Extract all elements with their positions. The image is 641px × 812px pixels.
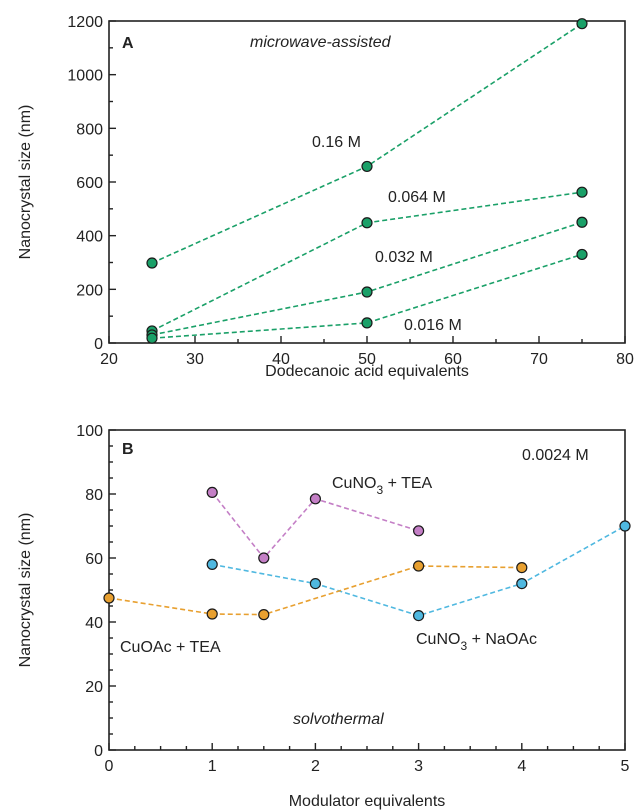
panel-b-ytick-label: 60 <box>85 551 103 568</box>
panel-b-ytick-label: 0 <box>94 743 103 760</box>
panel-b-ytick-label: 100 <box>76 423 103 440</box>
panel-b-ylabel: Nanocrystal size (nm) <box>17 513 34 668</box>
panel-b-data-point <box>413 560 425 572</box>
series-label-cuno3-tea: CuNO3 + TEA <box>332 475 433 497</box>
panel-b-data-point <box>413 525 425 537</box>
panel-a-annotation: microwave-assisted <box>250 34 392 51</box>
panel-b-series <box>103 486 631 622</box>
panel-b-xtick-label: 5 <box>621 758 630 775</box>
panel-b-data-point <box>258 552 270 564</box>
panel-a-data-point <box>576 216 588 228</box>
panel-b-data-point <box>413 609 425 622</box>
series-label-cuno3-naoac: CuNO3 + NaOAc <box>416 631 537 653</box>
panel-b-data-point <box>206 558 218 571</box>
series-label-0.032M: 0.032 M <box>375 249 433 266</box>
panel-b-label: B <box>122 441 134 458</box>
panel-a-xtick-label: 80 <box>616 351 634 368</box>
series-label-cuno3-tea-main: CuNO <box>332 475 376 492</box>
panel-a-xtick-label: 30 <box>186 351 204 368</box>
panel-b-xtick-label: 1 <box>208 758 217 775</box>
series-label-cuoac-tea: CuOAc + TEA <box>120 639 221 656</box>
panel-a-data-point <box>361 217 373 229</box>
panel-a-xtick-label: 70 <box>530 351 548 368</box>
panel-a-xlabel: Dodecanoic acid equivalents <box>265 363 469 380</box>
panel-b-xtick-label: 3 <box>414 758 423 775</box>
panel-b-ytick-label: 40 <box>85 615 103 632</box>
panel-a-data-point <box>361 286 373 298</box>
panel-b-series-line-1 <box>212 525 626 617</box>
panel-b-xtick-label: 0 <box>105 758 114 775</box>
panel-a-ytick-label: 1200 <box>67 14 103 31</box>
series-label-cuno3-naoac-main: CuNO <box>416 631 460 648</box>
panel-a-series <box>146 18 588 344</box>
panel-b-ytick-label: 80 <box>85 487 103 504</box>
panel-b-data-point <box>309 577 321 590</box>
panel-b-data-point <box>619 520 631 532</box>
panel-a-ylabel: Nanocrystal size (nm) <box>17 105 34 260</box>
panel-a-ytick-label: 200 <box>76 282 103 299</box>
panel-a-series-line-1 <box>151 191 583 332</box>
panel-a-label: A <box>122 35 134 52</box>
panel-a-data-point <box>576 248 588 261</box>
series-label-cuno3-naoac-rest: + NaOAc <box>467 631 537 648</box>
panel-b-data-point <box>206 608 218 620</box>
panel-b-data-point <box>309 493 321 505</box>
panel-a-data-point <box>576 18 588 30</box>
series-label-0.064M: 0.064 M <box>388 189 446 206</box>
panel-a-xtick-label: 50 <box>358 351 376 368</box>
panel-a-xtick-label: 40 <box>272 351 290 368</box>
series-label-0.016M: 0.016 M <box>404 317 462 334</box>
panel-b-series-line-2 <box>108 565 522 616</box>
series-label-cuno3-tea-rest: + TEA <box>383 475 432 492</box>
panel-a-data-point <box>146 332 158 344</box>
panel-a-ytick-label: 800 <box>76 121 103 138</box>
panel-b-series-line-0 <box>211 491 419 560</box>
series-label-0.16M: 0.16 M <box>312 134 361 151</box>
panel-b-ticks: 0 1 2 3 4 5 0 20 40 60 80 100 <box>76 423 629 775</box>
panel-b-data-point <box>516 577 528 590</box>
panel-a-xtick-label: 20 <box>100 351 118 368</box>
panel-a-ytick-label: 400 <box>76 229 103 246</box>
panel-a-data-point <box>146 257 158 269</box>
series-label-cuno3-tea-sub: 3 <box>376 483 383 497</box>
panel-a-xtick-label: 60 <box>444 351 462 368</box>
panel-a-data-point <box>361 160 373 173</box>
series-label-cuno3-naoac-sub: 3 <box>460 639 467 653</box>
panel-b-annotation: solvothermal <box>293 711 384 728</box>
panel-b-data-point <box>258 609 270 621</box>
panel-b-data-point <box>516 561 528 574</box>
panel-b-xtick-label: 2 <box>311 758 320 775</box>
panel-a-ytick-label: 0 <box>94 336 103 353</box>
panel-a-data-point <box>361 317 373 329</box>
panel-b-ytick-label: 20 <box>85 679 103 696</box>
panel-a-ytick-label: 600 <box>76 175 103 192</box>
panel-a-data-point <box>576 186 588 198</box>
panel-b-data-point <box>103 592 115 604</box>
panel-b-data-point <box>206 486 218 498</box>
panel-b: B 0.0024 M solvothermal Modulator equiva… <box>17 423 631 810</box>
panel-b-xlabel: Modulator equivalents <box>289 793 446 810</box>
panel-b-concentration: 0.0024 M <box>522 447 589 464</box>
panel-a-ytick-label: 1000 <box>67 68 103 85</box>
panel-a: A microwave-assisted Dodecanoic acid equ… <box>17 14 634 380</box>
panel-b-xtick-label: 4 <box>517 758 526 775</box>
